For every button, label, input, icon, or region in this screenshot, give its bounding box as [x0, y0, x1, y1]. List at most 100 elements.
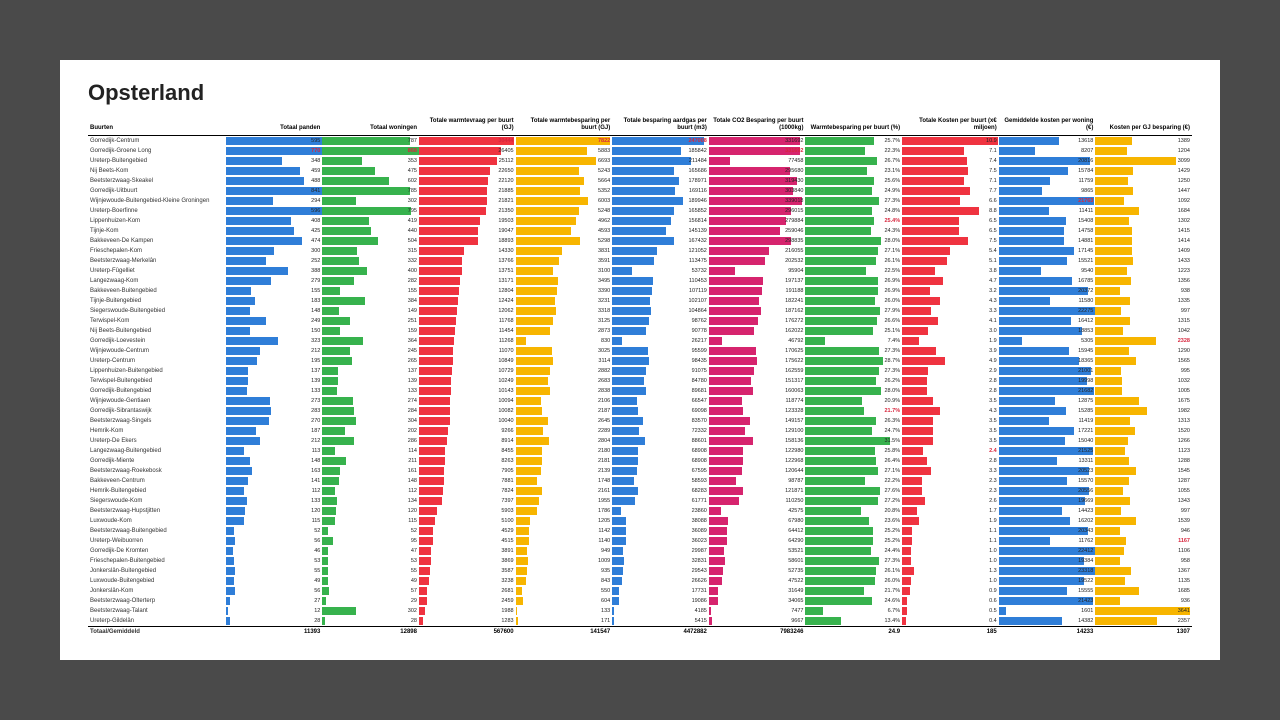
bar: [516, 457, 542, 465]
value-label: 15555: [1078, 588, 1095, 594]
data-cell: 3.2: [902, 286, 999, 296]
data-cell: 98787: [709, 476, 806, 486]
table-row: Beetsterzwaag-Skeakel4886022212056641789…: [88, 176, 1192, 186]
value-label: 3831: [598, 248, 612, 254]
bar: [516, 267, 553, 275]
value-label: 26.0%: [885, 578, 903, 584]
row-name: Frieschepalen-Kom: [88, 246, 226, 256]
bar: [419, 447, 445, 455]
data-cell: 88601: [612, 436, 709, 446]
value-label: 302: [408, 608, 419, 614]
value-label: 139: [311, 378, 322, 384]
data-cell: 22120: [419, 176, 516, 186]
table-row: Gorredijk-Sibrantaswijk28328410082218769…: [88, 406, 1192, 416]
value-label: 550: [601, 588, 612, 594]
value-label: 9266: [501, 428, 515, 434]
data-cell: 155: [322, 286, 419, 296]
bar: [902, 437, 933, 445]
data-cell: 1335: [1095, 296, 1192, 306]
data-cell: 7.1: [902, 176, 999, 186]
data-cell: 488: [226, 176, 323, 186]
table-row: Beetsterzwaag-Roekebosk16316179052139675…: [88, 466, 1192, 476]
value-label: 1389: [1178, 138, 1192, 144]
data-cell: 212: [226, 436, 323, 446]
data-cell: 2683: [516, 376, 613, 386]
bar: [516, 407, 542, 415]
value-label: 3641: [1178, 608, 1192, 614]
bar: [516, 297, 555, 305]
value-label: 134: [408, 498, 419, 504]
value-label: 604: [601, 598, 612, 604]
value-label: 47: [411, 548, 419, 554]
bar: [612, 437, 645, 445]
row-name: Ureterp-De Ekers: [88, 436, 226, 446]
bar: [419, 257, 462, 265]
value-label: 1429: [1178, 168, 1192, 174]
bar: [226, 477, 249, 485]
data-cell: 1315: [1095, 316, 1192, 326]
value-label: 488: [311, 178, 322, 184]
data-cell: 22.3%: [805, 146, 902, 156]
value-label: 938: [1181, 288, 1192, 294]
value-label: 133: [408, 388, 419, 394]
page-title: Opsterland: [88, 80, 1192, 106]
bar: [709, 597, 718, 605]
data-cell: 7.5: [902, 166, 999, 176]
value-label: 29543: [692, 568, 709, 574]
bar: [516, 427, 544, 435]
value-label: 1684: [1178, 208, 1192, 214]
bar: [805, 337, 825, 345]
data-cell: 133: [226, 496, 323, 506]
data-cell: 10849: [419, 356, 516, 366]
table-row: Jonkerslân-Kom56572681550177313164921.7%…: [88, 586, 1192, 596]
value-label: 23.1%: [885, 168, 903, 174]
table-row: Ureterp-Buitengebied34835325112669321148…: [88, 156, 1192, 166]
bar: [1095, 517, 1135, 525]
data-cell: 8914: [419, 436, 516, 446]
value-label: 15408: [1078, 218, 1095, 224]
value-label: 1.9: [989, 518, 999, 524]
value-label: 19047: [498, 228, 515, 234]
value-label: 25.4%: [885, 218, 903, 224]
data-cell: 13.4%: [805, 616, 902, 627]
value-label: 24.9%: [885, 188, 903, 194]
bar: [322, 167, 375, 175]
data-cell: 5298: [516, 236, 613, 246]
data-cell: 4.1: [902, 316, 999, 326]
data-cell: 1748: [516, 476, 613, 486]
value-label: 7477: [791, 608, 805, 614]
value-label: 5305: [1081, 338, 1095, 344]
value-label: 28: [411, 618, 419, 624]
bar: [612, 307, 651, 315]
bar: [999, 287, 1088, 295]
value-label: 284: [408, 408, 419, 414]
data-cell: 5305: [999, 336, 1096, 346]
value-label: 21525: [1078, 448, 1095, 454]
bar: [1095, 247, 1132, 255]
value-label: 1140: [598, 538, 612, 544]
bar: [226, 287, 251, 295]
data-cell: 1032: [1095, 376, 1192, 386]
bar: [902, 157, 967, 165]
bar: [612, 387, 645, 395]
bar: [322, 297, 365, 305]
bar: [226, 397, 270, 405]
value-label: 1288: [1178, 458, 1192, 464]
bar: [709, 257, 765, 265]
value-label: 8455: [501, 448, 515, 454]
data-cell: 24.8%: [805, 206, 902, 216]
bar: [1095, 177, 1128, 185]
value-label: 133: [311, 498, 322, 504]
data-cell: 66547: [612, 396, 709, 406]
value-label: 22275: [1078, 308, 1095, 314]
data-cell: 17731: [612, 586, 709, 596]
data-cell: 148: [226, 456, 323, 466]
bar: [805, 357, 882, 365]
bar: [226, 357, 257, 365]
value-label: 0.4: [989, 618, 999, 624]
bar: [612, 497, 635, 505]
data-cell: 28.0%: [805, 236, 902, 246]
value-label: 4.3: [989, 298, 999, 304]
bar: [516, 187, 581, 195]
data-cell: 15784: [999, 166, 1096, 176]
